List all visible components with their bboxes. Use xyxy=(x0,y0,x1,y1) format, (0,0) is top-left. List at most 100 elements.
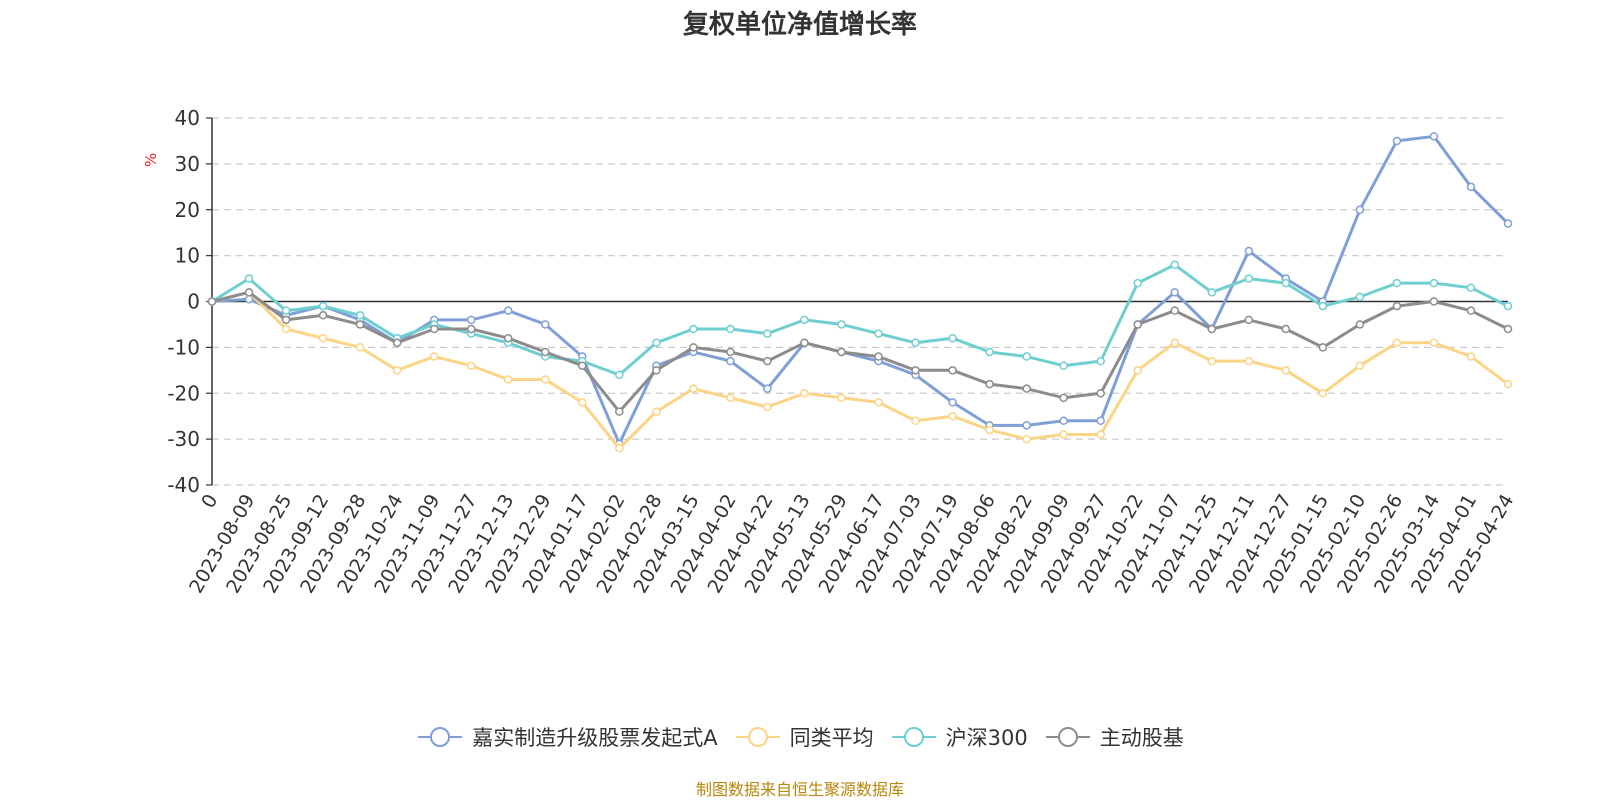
data-point xyxy=(1059,393,1068,403)
data-point xyxy=(1096,356,1105,366)
data-point xyxy=(1207,356,1217,366)
data-point xyxy=(1318,301,1328,311)
data-point xyxy=(948,398,957,407)
data-point xyxy=(318,333,328,343)
series-line xyxy=(211,263,1509,377)
data-point xyxy=(1466,182,1476,192)
data-point xyxy=(1503,379,1513,389)
data-point xyxy=(503,333,513,343)
data-point xyxy=(1392,338,1402,348)
data-point xyxy=(615,407,624,416)
data-point xyxy=(763,384,772,393)
data-point xyxy=(1281,278,1291,288)
data-point xyxy=(1429,338,1439,348)
data-point xyxy=(837,393,846,403)
source-note: 制图数据来自恒生聚源数据库 xyxy=(695,780,904,799)
data-point xyxy=(726,324,735,334)
data-point xyxy=(1503,324,1513,334)
data-point xyxy=(541,375,550,384)
y-axis-label: % xyxy=(142,153,160,167)
data-point xyxy=(1503,301,1513,311)
data-point xyxy=(503,306,513,315)
y-tick-label: 10 xyxy=(175,244,200,268)
data-point xyxy=(503,375,513,384)
legend-item[interactable]: 同类平均 xyxy=(734,722,874,752)
data-point xyxy=(1429,278,1439,288)
data-point xyxy=(1318,389,1328,398)
data-point xyxy=(689,343,698,352)
data-point xyxy=(429,352,439,361)
data-point xyxy=(615,370,624,380)
data-point xyxy=(244,288,254,297)
series-line xyxy=(211,290,1509,414)
data-point xyxy=(763,402,772,412)
data-point xyxy=(392,338,402,348)
data-point xyxy=(1466,283,1476,292)
data-point xyxy=(1096,416,1105,426)
data-point xyxy=(466,315,476,325)
data-point xyxy=(1133,320,1142,329)
data-point xyxy=(355,320,365,329)
data-point xyxy=(948,333,957,343)
y-tick-label: 0 xyxy=(187,290,200,314)
data-point xyxy=(615,444,624,453)
data-point xyxy=(1355,361,1365,370)
data-point xyxy=(541,320,550,329)
data-point xyxy=(689,384,698,393)
data-point xyxy=(874,352,883,361)
data-point xyxy=(1281,366,1291,375)
data-point xyxy=(1096,389,1105,398)
y-tick-label: -20 xyxy=(167,381,200,405)
data-point xyxy=(429,324,439,334)
data-point xyxy=(1022,384,1031,393)
data-point xyxy=(318,301,328,311)
data-point xyxy=(1022,434,1031,444)
data-point xyxy=(1059,361,1068,370)
data-point xyxy=(726,356,735,366)
data-point xyxy=(318,311,328,320)
data-point xyxy=(948,411,957,421)
data-point xyxy=(1133,366,1142,375)
data-point xyxy=(244,274,254,283)
legend-marker-icon xyxy=(891,727,936,747)
data-point xyxy=(466,324,476,334)
data-point xyxy=(1059,416,1068,426)
legend-marker-icon xyxy=(735,727,780,747)
y-tick-label: 20 xyxy=(175,198,200,222)
data-point xyxy=(837,347,846,357)
data-point xyxy=(1022,421,1031,430)
data-point xyxy=(800,315,809,325)
legend-item[interactable]: 沪深300 xyxy=(890,722,1028,752)
data-point xyxy=(1429,297,1439,306)
y-tick-label: -40 xyxy=(167,473,200,497)
legend-label: 嘉实制造升级股票发起式A xyxy=(472,726,718,750)
legend-label: 主动股基 xyxy=(1099,726,1184,750)
data-point xyxy=(1466,306,1476,315)
y-tick-label: 30 xyxy=(175,152,200,176)
legend: 嘉实制造升级股票发起式A 同类平均 沪深300 主动股基 xyxy=(0,722,1600,752)
data-point xyxy=(1170,306,1179,315)
data-point xyxy=(1096,430,1105,439)
data-point xyxy=(281,306,291,315)
data-point xyxy=(207,297,217,306)
data-point xyxy=(1170,288,1179,297)
legend-label: 同类平均 xyxy=(789,726,874,750)
chart-title: 复权单位净值增长率 xyxy=(682,10,917,40)
data-point xyxy=(1392,301,1402,311)
data-point xyxy=(874,398,883,407)
legend-item[interactable]: 嘉实制造升级股票发起式A xyxy=(416,722,718,752)
data-point xyxy=(355,311,365,320)
legend-item[interactable]: 主动股基 xyxy=(1044,722,1184,752)
data-point xyxy=(1170,338,1179,348)
data-point xyxy=(763,329,772,338)
data-point xyxy=(355,343,365,352)
data-point xyxy=(1133,278,1142,288)
series-line xyxy=(211,134,1510,446)
data-point xyxy=(985,425,994,435)
data-point xyxy=(1466,352,1476,361)
data-point xyxy=(578,361,587,370)
data-point xyxy=(763,356,772,366)
data-point xyxy=(1207,288,1217,297)
data-point xyxy=(948,366,957,375)
